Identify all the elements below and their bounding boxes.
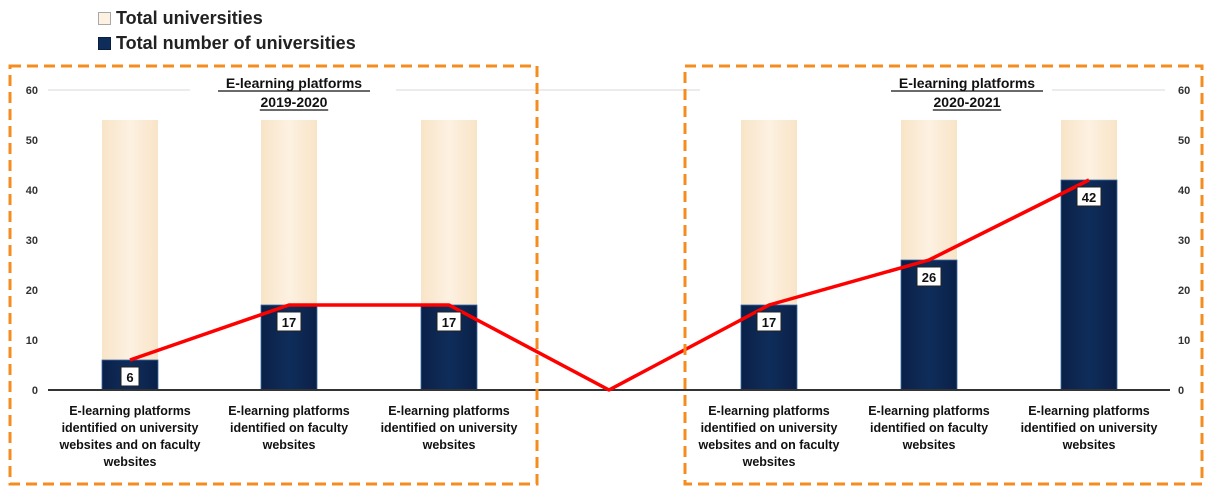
category-label-6-line-0: E-learning platforms [1028,404,1150,418]
y-tick-right-10: 10 [1178,335,1190,347]
data-label-6: 42 [1082,190,1096,205]
bar-total-number-6 [1060,179,1118,391]
legend-label-total-number-of-universities: Total number of universities [116,33,356,53]
category-label-4-line-3: websites [742,455,796,469]
legend-swatch-total-number-of-universities [98,37,111,50]
legend: Total universities Total number of unive… [98,6,356,56]
group-title-0-line-0: E-learning platforms [226,75,362,91]
category-label-5-line-1: identified on faculty [870,421,988,435]
y-tick-left-60: 60 [26,85,38,97]
group-title-backing-0 [209,70,379,114]
trend-line [129,178,1090,392]
data-label-5: 26 [922,270,936,285]
category-label-4-line-1: identified on university [701,421,838,435]
y-tick-left-0: 0 [32,385,38,397]
category-label-4-line-2: websites and on faculty [697,438,839,452]
category-label-2-line-0: E-learning platforms [388,404,510,418]
group-title-1-line-0: E-learning platforms [899,75,1035,91]
data-label-2: 17 [442,315,456,330]
y-tick-left-30: 30 [26,235,38,247]
category-label-6-line-1: identified on university [1021,421,1158,435]
group-box-2020-2021 [683,64,1204,486]
legend-swatch-total-universities [98,12,111,25]
data-label-box-5 [916,266,942,287]
category-label-0-line-0: E-learning platforms [69,404,191,418]
data-label-0: 6 [126,370,133,385]
category-label-5-line-0: E-learning platforms [868,404,990,418]
y-tick-left-20: 20 [26,285,38,297]
y-tick-right-20: 20 [1178,285,1190,297]
category-label-1-line-2: websites [262,438,316,452]
category-label-2-line-1: identified on university [381,421,518,435]
y-tick-right-30: 30 [1178,235,1190,247]
bar-total-universities-0 [102,120,158,390]
group-title-0-line-1: 2019-2020 [261,94,328,110]
y-tick-right-40: 40 [1178,185,1190,197]
group-box-2019-2020 [8,64,539,486]
category-label-1-line-1: identified on faculty [230,421,348,435]
legend-item-total-universities: Total universities [98,6,356,31]
y-tick-left-50: 50 [26,135,38,147]
category-label-4-line-0: E-learning platforms [708,404,830,418]
legend-label-total-universities: Total universities [116,8,263,28]
data-label-box-1 [276,311,302,332]
group-title-1-line-1: 2020-2021 [934,94,1001,110]
y-tick-right-0: 0 [1178,385,1184,397]
y-tick-right-60: 60 [1178,85,1190,97]
data-label-box-2 [436,311,462,332]
group-title-backing-1 [882,70,1052,114]
data-label-4: 17 [762,315,776,330]
category-label-0-line-2: websites and on faculty [58,438,200,452]
category-label-6-line-2: websites [1062,438,1116,452]
category-label-2-line-2: websites [422,438,476,452]
category-label-0-line-3: websites [103,455,157,469]
category-label-5-line-2: websites [902,438,956,452]
data-label-1: 17 [282,315,296,330]
y-tick-left-10: 10 [26,335,38,347]
category-label-0-line-1: identified on university [62,421,199,435]
category-label-1-line-0: E-learning platforms [228,404,350,418]
data-label-box-0 [120,366,140,387]
data-label-box-6 [1076,186,1102,207]
y-tick-right-50: 50 [1178,135,1190,147]
legend-item-total-number-of-universities: Total number of universities [98,31,356,56]
y-tick-left-40: 40 [26,185,38,197]
data-label-box-4 [756,311,782,332]
